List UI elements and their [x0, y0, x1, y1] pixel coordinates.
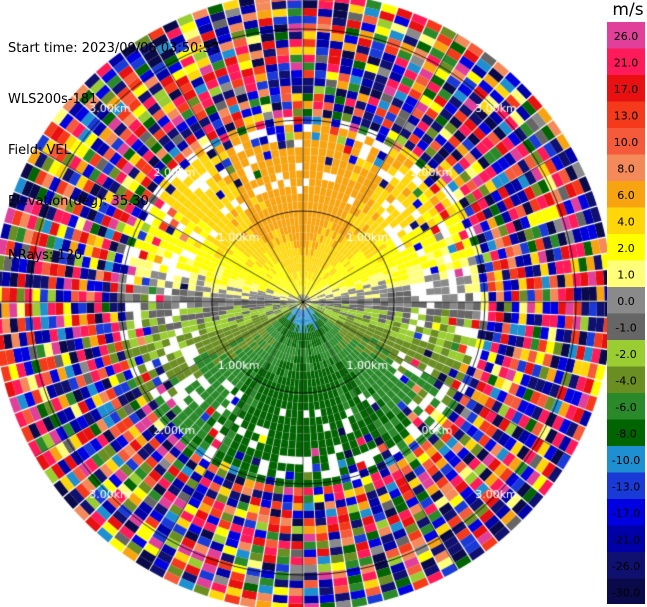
colorbar-tick-label: 6.0 — [617, 189, 635, 202]
colorbar-bin — [607, 340, 645, 367]
colorbar-bin — [607, 472, 645, 499]
colorbar-bin — [607, 552, 645, 579]
colorbar-tick-label: -13.0 — [612, 480, 640, 493]
colorbar-bin — [607, 499, 645, 526]
colorbar-bin — [607, 525, 645, 552]
nrays-text: NRays: 120 — [8, 248, 83, 263]
colorbar-tick-label: 2.0 — [617, 242, 635, 255]
colorbar-tick-label: -26.0 — [612, 560, 640, 573]
colorbar-bin — [607, 128, 645, 155]
colorbar-tick-label: 17.0 — [614, 83, 639, 96]
colorbar-bin — [607, 207, 645, 234]
field-text: Field: VEL — [8, 143, 71, 158]
colorbar-bin — [607, 446, 645, 473]
instrument-text: WLS200s-181 — [8, 92, 98, 107]
colorbar-bin — [607, 234, 645, 261]
colorbar-tick-label: 4.0 — [617, 215, 635, 228]
colorbar-tick-label: -8.0 — [615, 427, 636, 440]
colorbar-bin — [607, 154, 645, 181]
colorbar: 26.0 21.0 17.0 13.0 10.0 8.0 6.0 4.0 2.0 1.0 0.0 -1… — [607, 22, 645, 604]
elevation-text: Elevation(deg): 35.30 — [8, 194, 149, 209]
colorbar-tick-label: -21.0 — [612, 533, 640, 546]
colorbar-tick-label: 1.0 — [617, 268, 635, 281]
colorbar-tick-label: -4.0 — [615, 374, 636, 387]
colorbar-bin — [607, 75, 645, 102]
colorbar-tick-label: -10.0 — [612, 454, 640, 467]
colorbar-unit-label: m/s — [612, 0, 644, 20]
colorbar-tick-label: -30.0 — [612, 586, 640, 599]
colorbar-bin — [607, 22, 645, 49]
colorbar-bin — [607, 260, 645, 287]
colorbar-bin — [607, 313, 645, 340]
colorbar-tick-label: -6.0 — [615, 401, 636, 414]
colorbar-tick-label: -17.0 — [612, 507, 640, 520]
colorbar-tick-label: 0.0 — [617, 295, 635, 308]
colorbar-bin — [607, 393, 645, 420]
scan-info: Start time: 2023/09/06 03:50:53 WLS200s-… — [8, 6, 219, 298]
start-time-text: Start time: 2023/09/06 03:50:53 — [8, 41, 220, 56]
colorbar-bin — [607, 419, 645, 446]
colorbar-tick-label: 21.0 — [614, 56, 639, 69]
colorbar-tick-label: 10.0 — [614, 136, 639, 149]
colorbar-bin — [607, 287, 645, 314]
colorbar-tick-label: -1.0 — [615, 321, 636, 334]
colorbar-bin — [607, 101, 645, 128]
colorbar-bin — [607, 181, 645, 208]
colorbar-tick-label: 13.0 — [614, 109, 639, 122]
colorbar-bin — [607, 48, 645, 75]
colorbar-bin — [607, 578, 645, 604]
colorbar-tick-label: 26.0 — [614, 30, 639, 43]
colorbar-bin — [607, 366, 645, 393]
colorbar-tick-label: 8.0 — [617, 162, 635, 175]
colorbar-tick-label: -2.0 — [615, 348, 636, 361]
